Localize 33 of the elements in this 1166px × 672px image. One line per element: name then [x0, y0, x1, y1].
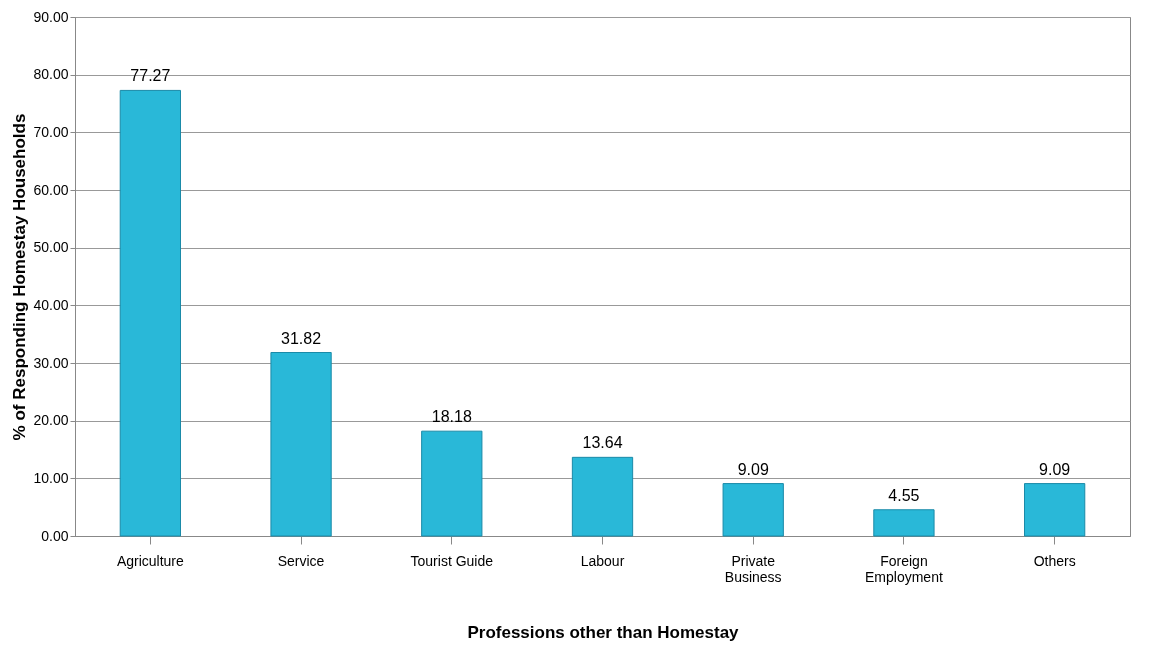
y-tick-label: 10.00 [33, 469, 69, 486]
y-tick-label: 90.00 [33, 8, 69, 25]
data-label: 9.09 [1039, 460, 1071, 478]
y-tick-label: 70.00 [33, 123, 69, 140]
x-tick-label: Service [277, 552, 325, 569]
data-label: 4.55 [888, 486, 920, 504]
data-label: 18.18 [431, 408, 472, 426]
y-tick-label: 0.00 [41, 527, 69, 544]
x-axis-title: Professions other than Homestay [467, 622, 740, 642]
data-label: 13.64 [582, 434, 623, 452]
bar [1024, 483, 1086, 537]
data-label: 9.09 [737, 460, 769, 478]
x-tick-label: Labour [580, 552, 625, 569]
data-label: 31.82 [281, 329, 322, 347]
bar [873, 509, 935, 537]
x-tick-label: Private Business [724, 552, 782, 585]
y-tick-label: 40.00 [33, 296, 69, 313]
x-tick-label: Agriculture [116, 552, 185, 569]
bar [421, 430, 483, 537]
data-label: 77.27 [130, 67, 171, 85]
x-tick-label: Tourist Guide [410, 552, 494, 569]
bar [571, 456, 634, 537]
y-tick-label: 30.00 [33, 354, 69, 371]
bar [119, 89, 181, 537]
bar [722, 483, 784, 537]
x-tick-label: Foreign Employment [865, 552, 943, 585]
y-tick-label: 50.00 [33, 239, 69, 256]
bar [270, 352, 332, 537]
y-tick-label: 80.00 [33, 66, 69, 83]
y-tick-label: 60.00 [33, 181, 69, 198]
y-tick-label: 20.00 [33, 412, 69, 429]
x-tick-label: Others [1033, 552, 1076, 569]
y-axis-title: % of Responding Homestay Households [10, 113, 30, 441]
